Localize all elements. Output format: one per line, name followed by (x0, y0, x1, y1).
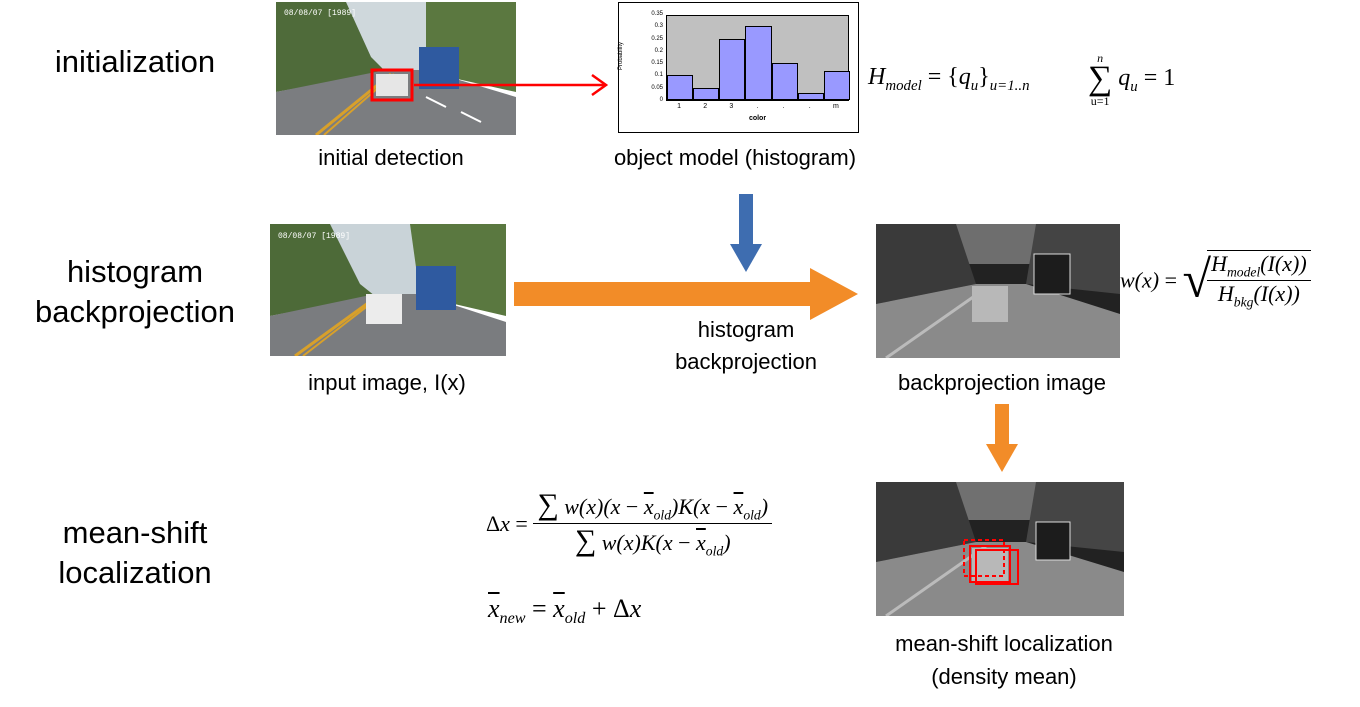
histogram-ylabel: Probability (618, 41, 625, 71)
histogram-bar (719, 38, 746, 100)
backprojection-drawing (876, 224, 1120, 358)
row-label-histogram-backprojection: histogram backprojection (20, 252, 250, 332)
histogram-xtick-label: . (782, 103, 785, 110)
histogram-xticks: 1 2 3... m (666, 103, 849, 113)
caption-line: histogram (697, 317, 795, 342)
histogram-xtick-label: m (832, 103, 839, 110)
histogram-ytick-label: 0.35 (651, 11, 663, 17)
formula-h-model: Hmodel = {qu}u=1..n (868, 64, 1030, 94)
histogram-bar (693, 87, 720, 100)
histogram-xtick-label: 2 (703, 103, 708, 110)
row-label-line: backprojection (35, 294, 235, 329)
caption-meanshift-localization: mean-shift localization (density mean) (856, 627, 1152, 693)
histogram-xtick-label: 3 (729, 103, 734, 110)
histogram-yticks: 0.35 0.3 0.25 0.2 0.15 0.1 0.05 0 (645, 11, 663, 107)
caption-line: mean-shift localization (895, 631, 1113, 656)
meanshift-image (876, 482, 1124, 616)
histogram-bar (797, 92, 824, 100)
histogram-xtick-label: . (756, 103, 759, 110)
histogram-xlabel: color (748, 115, 767, 122)
formula-delta-x: Δx = ∑ w(x)(x − xold)K(x − xold) ∑ w(x)K… (486, 488, 773, 560)
histogram-ytick-label: 0 (659, 97, 663, 103)
caption-line: backprojection (675, 349, 817, 374)
input-image-photo: 08/08/07 [1989] (270, 224, 506, 356)
blue-down-arrow (730, 194, 762, 272)
histogram-chart: Probability 0.35 0.3 0.25 0.2 0.15 0.1 0.05 0 1… (618, 2, 859, 133)
histogram-bar (745, 26, 772, 100)
row-label-line: localization (58, 555, 212, 590)
histogram-ytick-label: 0.05 (651, 84, 663, 91)
row-label-meanshift-localization: mean-shift localization (20, 513, 250, 593)
orange-right-arrow (514, 268, 858, 320)
meanshift-drawing (876, 482, 1124, 616)
caption-histogram-backprojection: histogram backprojection (636, 314, 856, 378)
formula-sum-q: n ∑ u=1 qu = 1 (1088, 51, 1176, 108)
row-label-line: histogram (66, 254, 204, 289)
histogram-plot-area (666, 15, 850, 101)
caption-line: (density mean) (931, 664, 1077, 689)
histogram-xtick-label: . (808, 103, 811, 110)
row-label-initialization: initialization (54, 44, 216, 79)
formula-x-new: xnew = xold + Δx (488, 594, 642, 628)
row-label-line: mean-shift (62, 515, 208, 550)
backprojection-image (876, 224, 1120, 358)
camera-timestamp: 08/08/07 [1989] (278, 232, 350, 241)
histogram-ytick-label: 0.2 (654, 47, 663, 54)
orange-down-arrow (986, 404, 1018, 472)
caption-input-image: input image, I(x) (308, 370, 466, 395)
camera-timestamp: 08/08/07 [1989] (284, 9, 356, 18)
caption-object-model: object model (histogram) (613, 145, 857, 170)
caption-backprojection-image: backprojection image (898, 370, 1106, 395)
histogram-ytick-label: 0.25 (651, 35, 663, 42)
histogram-bar (771, 63, 798, 100)
histogram-bar (823, 70, 850, 100)
histogram-ytick-label: 0.15 (651, 60, 663, 67)
histogram-xtick-label: 1 (677, 103, 682, 110)
histogram-ytick-label: 0.1 (654, 72, 663, 79)
road-scene-drawing: 08/08/07 [1989] (276, 2, 516, 135)
red-arrow (414, 73, 609, 97)
histogram-ytick-label: 0.3 (654, 23, 663, 30)
histogram-bar (667, 75, 694, 100)
road-scene-drawing: 08/08/07 [1989] (270, 224, 506, 356)
caption-initial-detection: initial detection (318, 145, 464, 170)
initial-detection-photo: 08/08/07 [1989] (276, 2, 516, 135)
formula-weight: w(x) = √ Hmodel(I(x)) Hbkg(I(x)) (1120, 250, 1311, 311)
